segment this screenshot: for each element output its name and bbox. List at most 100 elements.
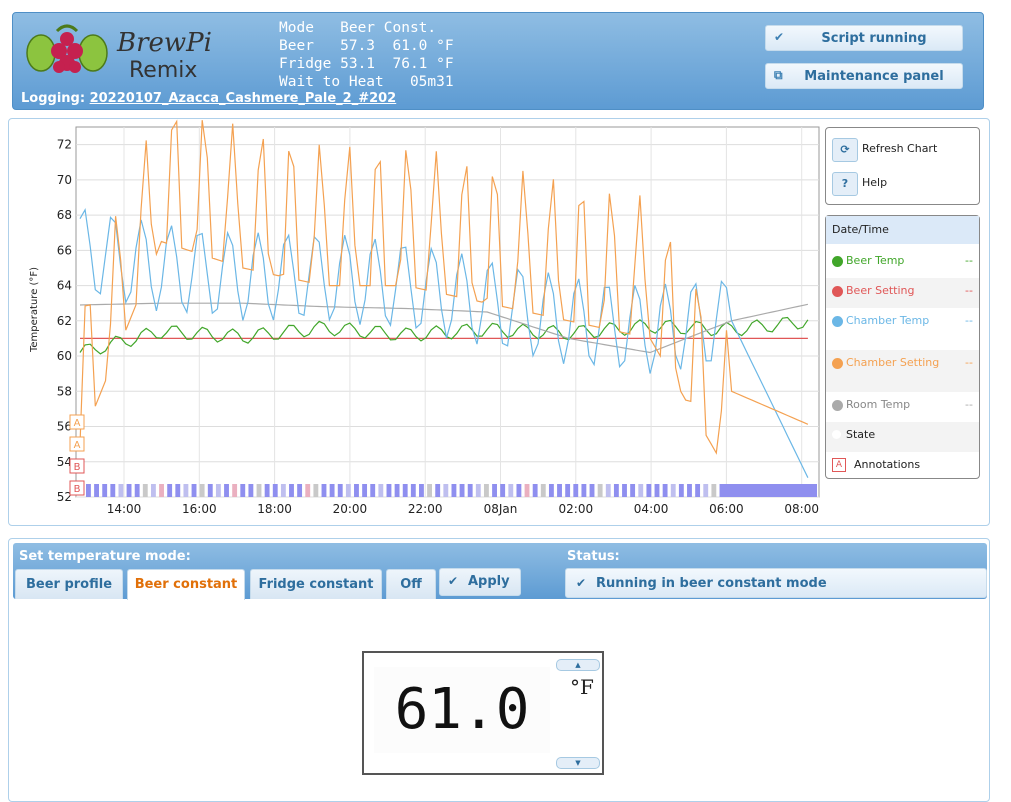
state-segment xyxy=(207,484,213,497)
state-segment xyxy=(723,484,817,497)
check-icon: ✔ xyxy=(774,30,785,44)
apply-label: Apply xyxy=(468,574,510,589)
state-segment xyxy=(321,484,327,497)
check-icon: ✔ xyxy=(448,574,459,588)
state-segment xyxy=(86,484,91,497)
legend-item[interactable]: Beer Setting -- xyxy=(826,278,979,308)
state-segment xyxy=(134,484,140,497)
increase-arrow-button[interactable]: ▲ xyxy=(556,659,600,671)
refresh-chart-button[interactable]: ⟳ xyxy=(832,138,858,162)
state-segment xyxy=(240,484,246,497)
state-segment xyxy=(581,484,587,497)
annotation-marker xyxy=(69,458,85,474)
y-tick-label: 62 xyxy=(57,314,72,328)
state-segment xyxy=(719,484,725,497)
legend-item[interactable]: A Annotations xyxy=(826,452,979,480)
logging-label: Logging: xyxy=(21,91,86,106)
state-segment xyxy=(638,484,644,497)
mode-header: Set temperature mode: Status: Beer profi… xyxy=(13,543,987,600)
state-segment xyxy=(662,484,668,497)
state-segment xyxy=(94,484,99,497)
state-segment xyxy=(500,484,506,497)
help-button[interactable]: ? xyxy=(832,172,858,196)
state-segment xyxy=(370,484,376,497)
state-segment xyxy=(280,484,286,497)
state-segment xyxy=(142,484,148,497)
logo-brewpi-text: BrewPi xyxy=(116,28,211,58)
series-line-chamber-setting xyxy=(79,119,809,455)
state-segment xyxy=(102,484,108,497)
state-segment xyxy=(703,484,709,497)
state-segment xyxy=(264,484,270,497)
state-segment xyxy=(443,484,449,497)
y-axis-label: Temperature (°F) xyxy=(29,267,40,353)
legend-header: Date/Time xyxy=(826,216,979,244)
y-tick-label: 64 xyxy=(57,279,72,293)
x-tick-label: 08:00 xyxy=(784,502,819,516)
status-line-fridge: Fridge 53.1 76.1 °F xyxy=(279,56,454,72)
chart-controls: ⟳ Refresh Chart ? Help xyxy=(825,127,980,205)
maintenance-panel-button[interactable]: ⧉ Maintenance panel xyxy=(765,63,963,89)
tab-beer-profile[interactable]: Beer profile xyxy=(15,569,123,599)
state-segment xyxy=(605,484,611,497)
legend-item[interactable]: Room Temp -- xyxy=(826,392,979,422)
legend-item[interactable]: Chamber Temp -- xyxy=(826,308,979,350)
temperature-chart[interactable]: 72 70 68 66 64 62 60 58 56 54 52 14:00 16:00 18:00 20:… xyxy=(13,119,823,523)
state-segment xyxy=(557,484,562,497)
y-tick-label: 68 xyxy=(57,208,72,222)
legend-value: -- xyxy=(965,356,973,369)
state-segment xyxy=(678,484,684,497)
legend-value: -- xyxy=(965,314,973,327)
legend-dot-icon xyxy=(832,316,843,327)
x-tick-label: 14:00 xyxy=(107,502,142,516)
state-segment xyxy=(459,484,465,497)
decrease-arrow-button[interactable]: ▼ xyxy=(556,757,600,769)
x-tick-label: 04:00 xyxy=(634,502,669,516)
status-readout: Mode Beer Const. Beer 57.3 61.0 °F Fridge … xyxy=(279,19,454,91)
state-segment xyxy=(427,484,433,497)
setpoint-value[interactable]: 61.0 xyxy=(374,667,550,753)
state-segment xyxy=(419,484,424,497)
y-tick-label: 58 xyxy=(57,384,72,398)
state-segment xyxy=(224,484,229,497)
legend-item[interactable]: Beer Temp -- xyxy=(826,248,979,278)
status-header: BrewPi Remix Mode Beer Const. Beer 57.3 6… xyxy=(12,12,984,110)
tab-fridge-constant[interactable]: Fridge constant xyxy=(250,569,382,599)
state-segment xyxy=(654,484,660,497)
state-segment xyxy=(394,484,400,497)
state-segment xyxy=(289,484,294,497)
status-text: Running in beer constant mode xyxy=(596,576,827,591)
legend-name: Room Temp xyxy=(846,398,911,411)
legend-item[interactable]: Chamber Setting -- xyxy=(826,350,979,392)
state-segment xyxy=(467,484,473,497)
state-segment xyxy=(386,484,392,497)
apply-button[interactable]: ✔ Apply xyxy=(439,568,521,596)
x-tick-label: 20:00 xyxy=(333,502,368,516)
x-tick-label: 02:00 xyxy=(559,502,594,516)
state-segment xyxy=(256,484,262,497)
legend-item[interactable]: State xyxy=(826,422,979,452)
legend-value: -- xyxy=(965,284,973,297)
y-tick-label: 54 xyxy=(57,455,72,469)
state-segment xyxy=(670,484,676,497)
state-segment xyxy=(548,484,554,497)
tab-beer-constant[interactable]: Beer constant xyxy=(127,569,245,600)
legend-name: Chamber Setting xyxy=(846,356,940,369)
state-segment xyxy=(362,484,368,497)
annotation-marker-label: A xyxy=(74,440,81,451)
legend-value: -- xyxy=(965,254,973,267)
state-segment xyxy=(524,484,530,497)
state-segment xyxy=(622,484,627,497)
setpoint-unit: °F xyxy=(570,675,594,699)
script-running-button[interactable]: ✔ Script running xyxy=(765,25,963,51)
state-segment xyxy=(150,484,156,497)
state-segment xyxy=(492,484,497,497)
tab-off[interactable]: Off xyxy=(386,569,436,599)
logging-link[interactable]: 20220107_Azacca_Cashmere_Pale_2_#202 xyxy=(89,91,397,106)
series-line-room-temp xyxy=(79,302,809,354)
state-segment xyxy=(272,484,278,497)
chart-legend: Date/Time Beer Temp -- Beer Setting -- Chambe… xyxy=(825,215,980,479)
help-label: Help xyxy=(862,176,888,189)
annotation-marker xyxy=(69,480,85,496)
state-segment xyxy=(337,484,343,497)
